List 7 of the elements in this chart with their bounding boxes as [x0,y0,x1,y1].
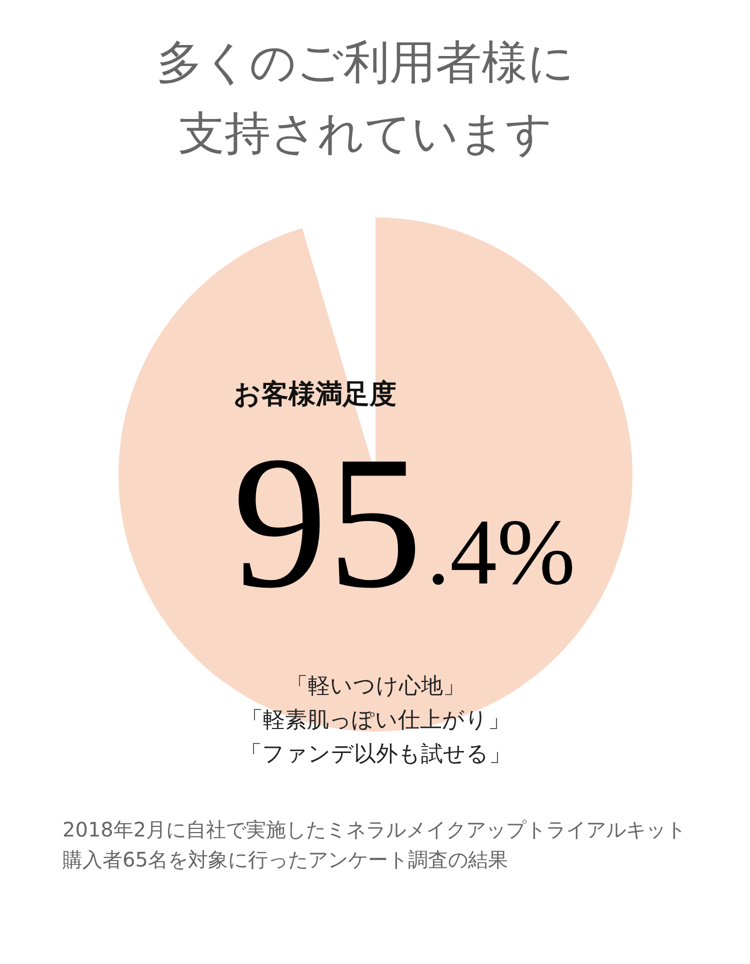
text: 「軽いつけ心地」 [286,674,465,699]
slice-label: お客様満足度 [234,379,396,410]
text: 「軽素肌っぽい仕上がり」 [241,708,510,733]
data-label: 95.4% [232,418,576,628]
text: 「ファンデ以外も試せる」 [240,742,511,767]
chart-title: 多くのご利用者様に支持されています [156,37,574,159]
text: 2018年2月に自社で実施したミネラルメイクアップトライアルキット購入者65名を対象に行ったアンケート調査の結果 [62,818,686,872]
